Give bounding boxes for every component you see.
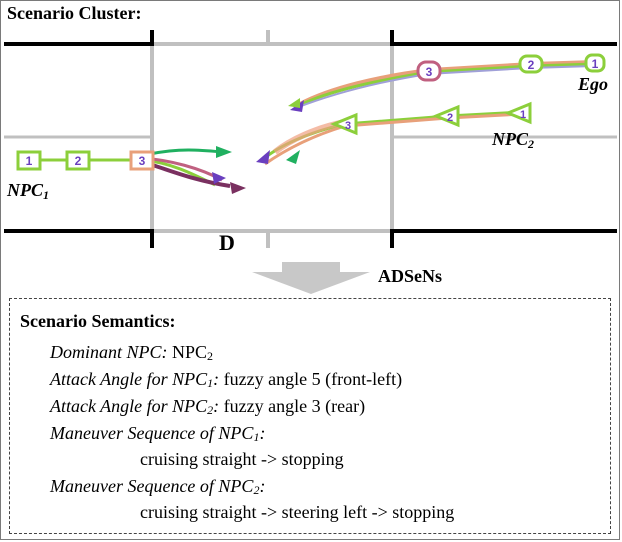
scenario-cluster-diagram: 1 2 3 1 2 3 1 2 3: [4, 30, 617, 294]
ego-label: Ego: [578, 74, 609, 94]
npc1-marker-3: [129, 150, 155, 171]
down-arrow: [252, 262, 370, 294]
ego-marker-2: [518, 54, 544, 74]
npc2-marker-1: [504, 101, 532, 125]
maneuver-npc2-value: cruising straight -> steering left -> st…: [140, 502, 455, 522]
svg-text:2: 2: [528, 58, 535, 72]
attack-angle-npc1-line: Attack Angle for NPC1: fuzzy angle 5 (fr…: [50, 369, 402, 391]
attack-angle-npc2-value: fuzzy angle 3 (rear): [223, 396, 366, 416]
adsens-label: ADSeNs: [378, 266, 443, 286]
maneuver-npc2-key-line: Maneuver Sequence of NPC2:: [50, 476, 265, 498]
svg-text:3: 3: [426, 65, 433, 79]
svg-text:3: 3: [139, 154, 146, 168]
maneuver-npc1-value: cruising straight -> stopping: [140, 449, 344, 469]
npc2-marker-2: [432, 104, 460, 128]
npc1-marker-2: [65, 150, 91, 171]
ego-trajectory: [288, 60, 596, 112]
attack-angle-npc2-line: Attack Angle for NPC2: fuzzy angle 3 (re…: [50, 396, 365, 418]
npc1-label: NPC1: [7, 180, 49, 202]
svg-text:3: 3: [345, 120, 351, 132]
cluster-title: Scenario Cluster:: [7, 3, 142, 23]
ego-markers: 1 2 3: [416, 53, 606, 82]
maneuver-npc2-key: Maneuver Sequence of NPC2:: [50, 476, 266, 497]
svg-text:2: 2: [75, 154, 82, 168]
attack-angle-npc2-key: Attack Angle for NPC2:: [50, 396, 220, 417]
svg-text:2: 2: [447, 112, 453, 124]
npc2-label: NPC2: [492, 129, 534, 151]
svg-text:1: 1: [592, 57, 599, 71]
maneuver-npc1-key: Maneuver Sequence of NPC1:: [50, 423, 266, 444]
ego-marker-3: [416, 60, 442, 82]
svg-text:1: 1: [520, 109, 526, 121]
npc1-marker-1: [16, 150, 42, 171]
svg-text:1: 1: [26, 154, 33, 168]
npc2-markers: 1 2 3: [330, 101, 532, 136]
npc2-marker-3: [330, 112, 358, 136]
dominant-npc-key: Dominant NPC:: [50, 342, 168, 362]
maneuver-npc1-key-line: Maneuver Sequence of NPC1:: [50, 423, 265, 445]
attack-angle-npc1-key: Attack Angle for NPC1:: [50, 369, 220, 390]
intersection-label: D: [219, 230, 235, 255]
dominant-npc-line: Dominant NPC: NPC2: [50, 342, 213, 364]
attack-angle-npc1-value: fuzzy angle 5 (front-left): [223, 369, 403, 389]
semantics-title: Scenario Semantics:: [20, 311, 176, 331]
dominant-npc-value: NPC2: [172, 342, 214, 363]
scenario-semantics-box: Scenario Semantics: Dominant NPC: NPC2 A…: [9, 298, 611, 534]
ego-marker-1: [584, 53, 606, 73]
npc1-markers: 1 2 3: [16, 150, 155, 171]
